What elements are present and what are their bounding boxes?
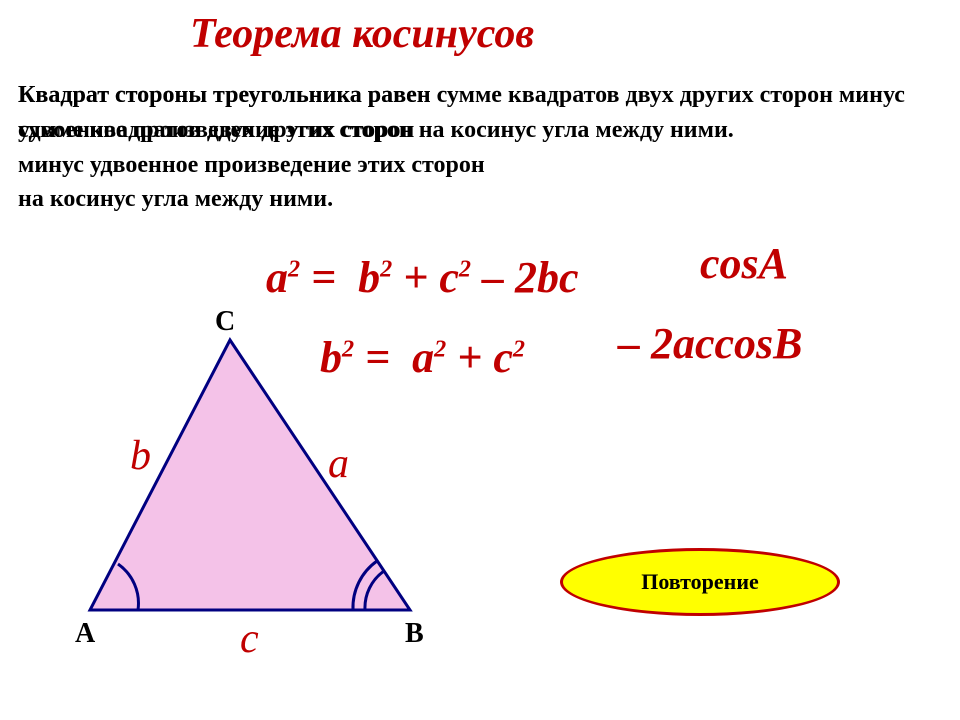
fa-a: a2 <box>266 253 300 302</box>
fa-plus: + <box>392 253 439 302</box>
vertex-label-a: A <box>75 618 95 650</box>
fb-2accosB: 2accosB <box>651 319 803 368</box>
formula-a-cos: cosA <box>700 238 788 289</box>
fa-b: b2 <box>347 253 392 302</box>
fa-2bc: 2bc <box>515 253 579 302</box>
fb-minus: – <box>618 319 651 368</box>
repeat-button[interactable]: Повторение <box>560 548 840 616</box>
formula-b-tail: – 2accosB <box>618 318 803 369</box>
theorem-line-1: Квадрат стороны треугольника равен <box>18 78 485 113</box>
page-title: Теорема косинусов <box>190 10 534 58</box>
theorem-line-4: на косинус угла между ними. <box>18 182 485 217</box>
fb-plus: + <box>446 333 493 382</box>
repeat-button-label: Повторение <box>641 569 759 595</box>
vertex-label-c: C <box>215 306 235 338</box>
theorem-line-3: минус удвоенное произведение этих сторон <box>18 148 485 183</box>
vertex-label-b: B <box>405 618 424 650</box>
triangle-diagram: A B C a b c <box>50 310 430 660</box>
side-label-a: a <box>328 440 349 488</box>
fa-minus: – <box>471 253 515 302</box>
theorem-statement-overlay: Квадрат стороны треугольника равен сумме… <box>18 78 485 217</box>
formula-a-main: a2 = b2 + c2 – 2bc <box>266 252 579 303</box>
fa-eq: = <box>300 253 347 302</box>
side-label-b: b <box>130 432 151 480</box>
theorem-line-2: сумме квадратов двух других сторон <box>18 113 485 148</box>
triangle-svg <box>50 310 450 650</box>
side-label-c: c <box>240 615 259 663</box>
fb-c: c2 <box>493 333 525 382</box>
fa-c: c2 <box>439 253 471 302</box>
